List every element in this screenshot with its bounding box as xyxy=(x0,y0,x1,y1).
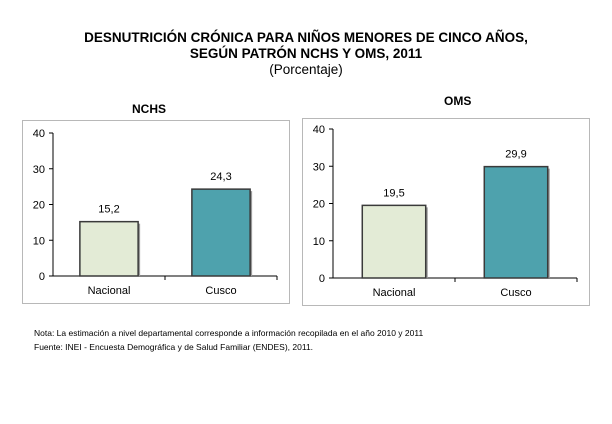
y-tick-label: 40 xyxy=(313,124,325,136)
data-label: 19,5 xyxy=(383,187,404,199)
figure-title: DESNUTRICIÓN CRÓNICA PARA NIÑOS MENORES … xyxy=(0,30,612,62)
footnote-note: Nota: La estimación a nivel departamenta… xyxy=(34,328,424,338)
y-tick-label: 40 xyxy=(33,128,45,140)
chart-oms: 0 10 20 30 40 19,5 Nacional 29,9 Cusco xyxy=(302,118,590,306)
category-label: Cusco xyxy=(205,285,236,297)
y-tick-label: 0 xyxy=(319,273,325,285)
data-label: 24,3 xyxy=(210,171,231,183)
footnote-source: Fuente: INEI - Encuesta Demográfica y de… xyxy=(34,342,314,352)
chart-oms-svg: 0 10 20 30 40 19,5 Nacional 29,9 Cusco xyxy=(313,124,578,299)
figure-subtitle: (Porcentaje) xyxy=(269,62,343,77)
category-label: Nacional xyxy=(373,287,416,299)
category-label: Nacional xyxy=(88,285,131,297)
figure-title-line2: SEGÚN PATRÓN NCHS Y OMS, 2011 xyxy=(189,46,423,61)
chart-nchs-svg: 0 10 20 30 40 15,2 Nacional 24,3 Cusco xyxy=(33,128,278,297)
y-tick-label: 30 xyxy=(313,161,325,173)
chart-title-nchs: NCHS xyxy=(132,102,167,116)
bar-cusco xyxy=(191,188,251,277)
data-label: 29,9 xyxy=(505,149,526,161)
figure-title-line1: DESNUTRICIÓN CRÓNICA PARA NIÑOS MENORES … xyxy=(84,30,528,45)
y-tick-label: 30 xyxy=(33,164,45,176)
y-tick-label: 0 xyxy=(39,271,45,283)
category-label: Cusco xyxy=(500,287,531,299)
bar-nacional xyxy=(79,220,139,277)
chart-title-oms: OMS xyxy=(444,94,472,108)
y-tick-label: 20 xyxy=(33,200,45,212)
bar-cusco xyxy=(483,165,549,279)
y-tick-label: 20 xyxy=(313,199,325,211)
y-tick-label: 10 xyxy=(313,236,325,248)
chart-nchs: 0 10 20 30 40 15,2 Nacional 24,3 Cusco xyxy=(22,120,290,304)
y-tick-label: 10 xyxy=(33,235,45,247)
data-label: 15,2 xyxy=(98,204,119,216)
bar-nacional xyxy=(361,204,427,279)
